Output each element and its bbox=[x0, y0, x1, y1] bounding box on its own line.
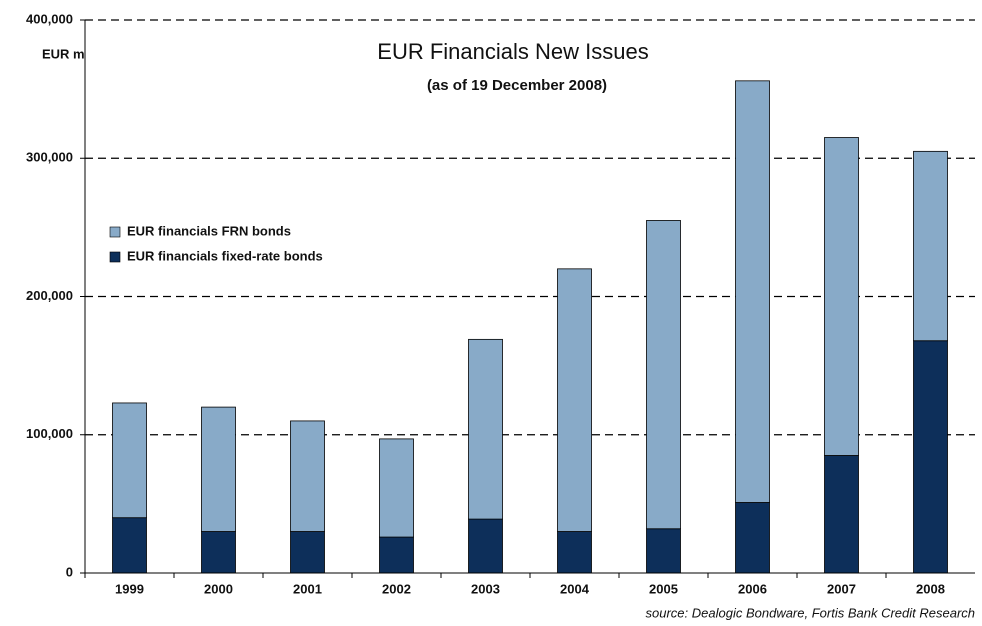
bar-segment bbox=[646, 528, 681, 574]
bar-segment bbox=[824, 455, 859, 574]
bar-segment bbox=[468, 338, 503, 520]
bar-segment bbox=[290, 531, 325, 574]
legend-label: EUR financials FRN bonds bbox=[127, 223, 291, 238]
bar-segment bbox=[913, 340, 948, 574]
y-tick-label: 100,000 bbox=[26, 426, 73, 441]
bar-segment bbox=[824, 137, 859, 456]
x-tick-label: 2002 bbox=[382, 581, 411, 596]
x-tick-label: 2000 bbox=[204, 581, 233, 596]
bar-segment bbox=[735, 80, 770, 503]
legend-label: EUR financials fixed-rate bonds bbox=[127, 248, 323, 263]
x-tick-label: 2008 bbox=[916, 581, 945, 596]
source-note: source: Dealogic Bondware, Fortis Bank C… bbox=[646, 605, 975, 620]
x-tick-label: 2007 bbox=[827, 581, 856, 596]
x-tick-label: 2005 bbox=[649, 581, 678, 596]
bar-segment bbox=[379, 536, 414, 574]
bar-segment bbox=[735, 502, 770, 574]
bar-segment bbox=[913, 150, 948, 342]
legend-swatch bbox=[109, 226, 121, 238]
y-axis-label: EUR m bbox=[42, 46, 85, 61]
x-tick-label: 2001 bbox=[293, 581, 322, 596]
bar-segment bbox=[379, 438, 414, 538]
y-tick-label: 400,000 bbox=[26, 11, 73, 26]
chart-subtitle: (as of 19 December 2008) bbox=[427, 77, 607, 94]
x-tick-label: 2006 bbox=[738, 581, 767, 596]
bar-segment bbox=[468, 518, 503, 574]
bar-segment bbox=[112, 517, 147, 574]
x-tick-label: 1999 bbox=[115, 581, 144, 596]
legend-swatch bbox=[109, 251, 121, 263]
chart-title: EUR Financials New Issues bbox=[377, 39, 648, 64]
bar-segment bbox=[112, 402, 147, 519]
bar-segment bbox=[290, 420, 325, 532]
bar-segment bbox=[201, 406, 236, 532]
x-tick-label: 2004 bbox=[560, 581, 590, 596]
bar-segment bbox=[646, 220, 681, 530]
bar-segment bbox=[557, 268, 592, 532]
y-tick-label: 200,000 bbox=[26, 288, 73, 303]
y-tick-label: 300,000 bbox=[26, 150, 73, 165]
x-tick-label: 2003 bbox=[471, 581, 500, 596]
bar-segment bbox=[201, 531, 236, 574]
bar-segment bbox=[557, 531, 592, 574]
y-tick-label: 0 bbox=[66, 564, 73, 579]
